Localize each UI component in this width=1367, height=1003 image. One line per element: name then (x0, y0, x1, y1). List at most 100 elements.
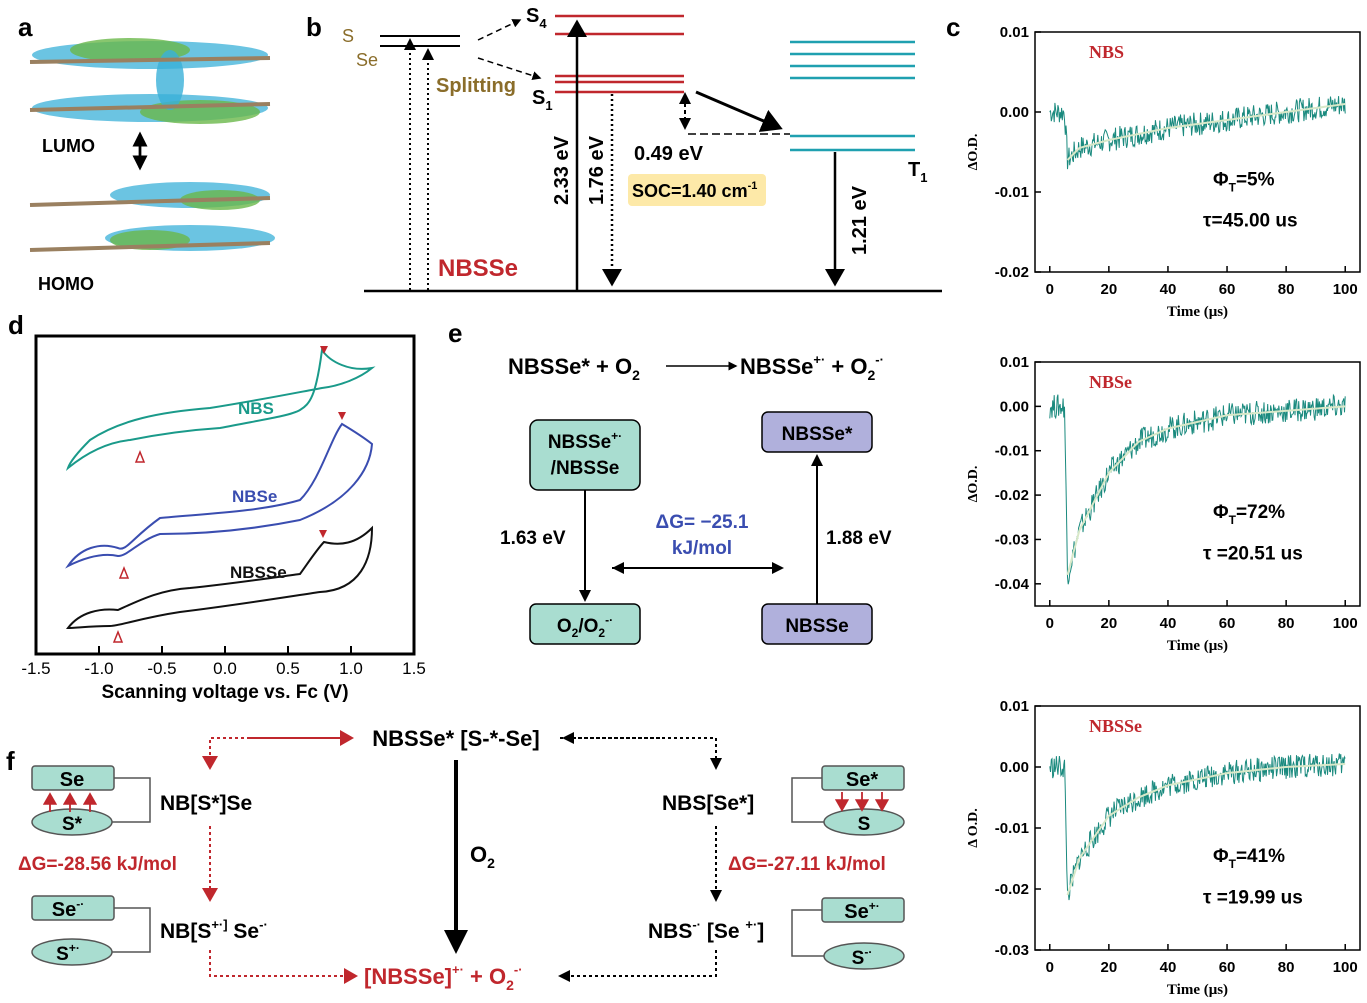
ta-x-tick-label: 80 (1278, 615, 1295, 632)
delta-g-line1: ΔG= −25.1 (656, 512, 749, 533)
ta-plot-frame (1034, 705, 1361, 951)
ta-x-tick-label: 20 (1101, 615, 1118, 632)
ta-y-tick-label: 0.01 (1000, 354, 1029, 371)
cv-x-tick-label: 1.5 (402, 659, 426, 678)
ta-x-tick-label: 40 (1160, 959, 1177, 976)
cv-curve-nbs (65, 347, 376, 471)
singlet-levels (555, 14, 684, 94)
diagram-s-plus-se-minus: Se-· S+· (31, 895, 151, 966)
energy-188-label: 1.88 eV (826, 528, 892, 549)
ta-x-axis-label: Time (μs) (1167, 304, 1228, 320)
svg-text:S: S (858, 814, 871, 835)
cv-reduction-marker-nbsse (112, 629, 124, 643)
product-label: [NBSSe]+· + O2-· (364, 962, 523, 993)
compound-label: NBSSe (438, 255, 518, 282)
ta-y-tick-label: 0.00 (1000, 759, 1029, 776)
ta-plot-nbse: 0.01 0.00 -0.01 -0.02 -0.03 -0.04 0 20 40 60 80 100… (966, 354, 1361, 654)
ta-x-tick-label: 60 (1219, 615, 1236, 632)
cv-x-tick-label: 0.0 (213, 659, 237, 678)
ta-y-tick-label: 0.00 (1000, 104, 1029, 121)
cv-x-tick-label: -1.5 (21, 659, 50, 678)
nb-s-plus-se-minus-label: NB[S+·] Se-· (160, 917, 268, 943)
ta-sample-label: NBSe (1089, 372, 1132, 392)
energy-049-label: 0.49 eV (634, 143, 704, 165)
ta-x-tick-label: 0 (1046, 615, 1054, 632)
ta-y-axis-label: ΔO.D. (966, 134, 981, 171)
panel-letter-c: c (946, 12, 960, 42)
cv-oxidation-marker-nbse (338, 412, 346, 420)
ta-fit-nbsse (1066, 763, 1346, 896)
ta-quantum-yield-label: ΦT=72% (1213, 502, 1285, 527)
ta-plot-nbsse: 0.01 0.00 -0.01 -0.02 -0.03 0 20 40 60 80 100 Time … (966, 698, 1361, 998)
ta-x-tick-label: 20 (1101, 281, 1118, 298)
s1-label: S1 (532, 87, 553, 113)
diagram-se-star-to-s: Se* S (791, 765, 905, 836)
ta-plot-frame (1034, 361, 1361, 607)
panel-f-mechanism: NBSSe* [S-*-Se] NB[S*]Se NBS[Se*] O2 ΔG=… (18, 726, 905, 993)
nbs-minus-se-plus-label: NBS-· [Se +·] (648, 917, 764, 943)
ta-y-tick-label: -0.03 (995, 942, 1029, 959)
svg-text:Se+·: Se+· (844, 899, 879, 923)
panel-letter-a: a (18, 12, 33, 42)
ta-x-tick-label: 60 (1219, 281, 1236, 298)
cv-label-nbs: NBS (238, 399, 274, 418)
ta-lifetime-label: τ =19.99 us (1203, 888, 1303, 909)
box-nbsse-star-label: NBSSe* (782, 424, 853, 445)
s4-label: S4 (526, 5, 547, 31)
cv-x-tick-label: 1.0 (339, 659, 363, 678)
ta-x-tick-label: 100 (1333, 281, 1358, 298)
se-level-label: Se (356, 50, 378, 70)
ta-y-axis-label: Δ O.D. (966, 808, 981, 848)
svg-text:S*: S* (62, 814, 83, 835)
cv-oxidation-marker-nbs (320, 346, 328, 354)
ta-sample-label: NBSSe (1089, 716, 1142, 736)
ta-quantum-yield-label: ΦT=41% (1213, 846, 1285, 871)
panel-a-orbitals: LUMO HOMO (29, 38, 275, 294)
cv-oxidation-marker-nbsse (319, 530, 327, 538)
box-oxygen-couple (529, 603, 641, 645)
ta-x-tick-label: 0 (1046, 281, 1054, 298)
ta-y-tick-label: -0.02 (995, 881, 1029, 898)
lumo-orbital-image (29, 38, 271, 124)
homo-label: HOMO (38, 274, 94, 294)
diagram-s-star-to-se: Se S* (31, 765, 151, 836)
panel-e-electron-transfer: NBSSe* + O2 NBSSe+· + O2-· NBSSe+· /NBSS… (500, 352, 892, 645)
box-nbsse-cation-line2: /NBSSe (551, 458, 620, 479)
panel-b-energy-diagram: S Se Splitting S4 S1 T1 2.33 eV (342, 5, 942, 293)
ta-fit-nbse (1066, 405, 1346, 576)
ta-trace-nbse (1049, 393, 1346, 585)
delta-g-line2: kJ/mol (672, 538, 732, 559)
box-oxygen-couple-label: O2/O2-· (557, 613, 613, 640)
energy-233-label: 2.33 eV (551, 135, 573, 205)
ta-y-tick-label: -0.01 (995, 820, 1029, 837)
ta-lifetime-label: τ =20.51 us (1203, 544, 1303, 565)
ta-trace-nbs (1049, 96, 1346, 170)
lumo-label: LUMO (42, 136, 95, 156)
svg-text:Se*: Se* (846, 769, 878, 791)
panel-letter-e: e (448, 318, 462, 348)
cv-x-axis-label: Scanning voltage vs. Fc (V) (101, 682, 348, 703)
cv-label-nbsse: NBSSe (230, 563, 287, 582)
cv-reduction-marker-nbs (134, 449, 146, 463)
ta-plot-frame (1034, 31, 1361, 273)
svg-text:S-·: S-· (852, 945, 873, 969)
t1-label: T1 (908, 159, 927, 185)
energy-121-label: 1.21 eV (849, 185, 871, 255)
isc-arrow (695, 90, 783, 132)
arrow-right-to-product (558, 950, 717, 982)
ta-x-tick-label: 100 (1333, 959, 1358, 976)
ta-x-tick-label: 80 (1278, 959, 1295, 976)
ta-y-tick-label: -0.02 (995, 264, 1029, 281)
split-arrow-up (477, 19, 522, 41)
top-species-label: NBSSe* [S-*-Se] (372, 726, 539, 751)
homo-orbital-image (29, 182, 275, 252)
ta-x-tick-label: 40 (1160, 281, 1177, 298)
arrow-top-to-left (202, 737, 352, 770)
ta-y-tick-label: 0.01 (1000, 24, 1029, 41)
arrow-top-to-right (560, 737, 722, 770)
splitting-label: Splitting (436, 75, 516, 97)
panel-letter-d: d (8, 310, 24, 340)
ta-x-tick-label: 60 (1219, 959, 1236, 976)
cv-label-nbse: NBSe (232, 487, 277, 506)
